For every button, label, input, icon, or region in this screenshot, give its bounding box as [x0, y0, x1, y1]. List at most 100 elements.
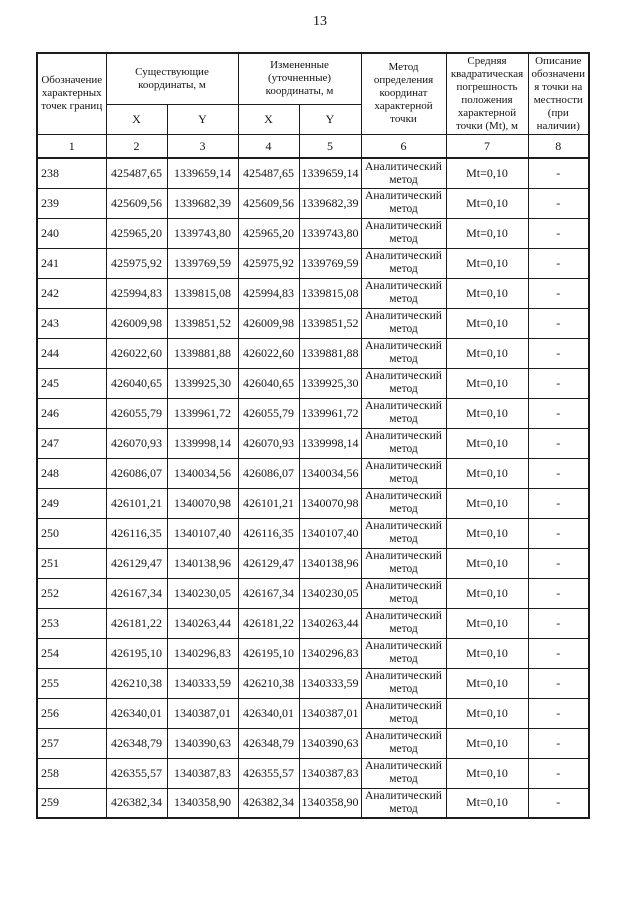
changed-x-cell: 426348,79 — [237, 727, 300, 759]
changed-y-cell: 1339925,30 — [298, 367, 362, 399]
method-cell: Аналитический метод — [360, 787, 447, 819]
point-number-cell: 255 — [36, 667, 107, 699]
column-number: 5 — [298, 133, 362, 160]
table-row: 241 425975,92 1339769,59 425975,92 1339769,5… — [36, 247, 590, 279]
mt-error-cell: Mt=0,10 — [445, 397, 529, 429]
changed-x-cell: 426101,21 — [237, 487, 300, 519]
existing-x-cell: 426210,38 — [105, 667, 168, 699]
changed-y-cell: 1340387,83 — [298, 757, 362, 789]
existing-x-cell: 426009,98 — [105, 307, 168, 339]
changed-y-cell: 1340333,59 — [298, 667, 362, 699]
changed-x-cell: 426022,60 — [237, 337, 300, 369]
changed-y-cell: 1339998,14 — [298, 427, 362, 459]
mt-error-cell: Mt=0,10 — [445, 517, 529, 549]
method-cell: Аналитический метод — [360, 577, 447, 609]
existing-x-cell: 426340,01 — [105, 697, 168, 729]
column-number: 7 — [445, 133, 529, 160]
mt-error-cell: Mt=0,10 — [445, 217, 529, 249]
changed-x-cell: 426116,35 — [237, 517, 300, 549]
point-number-cell: 240 — [36, 217, 107, 249]
changed-x-cell: 425975,92 — [237, 247, 300, 279]
description-cell: - — [527, 157, 590, 189]
method-cell: Аналитический метод — [360, 457, 447, 489]
description-cell: - — [527, 577, 590, 609]
mt-error-cell: Mt=0,10 — [445, 727, 529, 759]
page-number: 13 — [313, 14, 327, 29]
mt-error-cell: Mt=0,10 — [445, 697, 529, 729]
method-cell: Аналитический метод — [360, 487, 447, 519]
column-number: 8 — [527, 133, 590, 160]
existing-y-cell: 1340390,63 — [166, 727, 239, 759]
table-row: 255 426210,38 1340333,59 426210,38 1340333,5… — [36, 667, 590, 699]
changed-y-cell: 1340387,01 — [298, 697, 362, 729]
header-existing-coordinates: Существующие координаты, м — [105, 52, 239, 105]
existing-x-cell: 426382,34 — [105, 787, 168, 819]
table-row: 243 426009,98 1339851,52 426009,98 1339851,5… — [36, 307, 590, 339]
description-cell: - — [527, 457, 590, 489]
changed-x-cell: 426129,47 — [237, 547, 300, 579]
table-row: 256 426340,01 1340387,01 426340,01 1340387,0… — [36, 697, 590, 729]
coordinates-table: Обозначение характерных точек границ Сущ… — [36, 52, 590, 820]
existing-x-cell: 426055,79 — [105, 397, 168, 429]
header-changed-y: Y — [298, 103, 362, 135]
point-number-cell: 250 — [36, 517, 107, 549]
description-cell: - — [527, 337, 590, 369]
existing-y-cell: 1340333,59 — [166, 667, 239, 699]
table-row: 253 426181,22 1340263,44 426181,22 1340263,4… — [36, 607, 590, 639]
changed-x-cell: 426382,34 — [237, 787, 300, 819]
table-body: 238 425487,65 1339659,14 425487,65 1339659,1… — [36, 157, 590, 819]
description-cell: - — [527, 517, 590, 549]
description-cell: - — [527, 727, 590, 759]
column-number: 4 — [237, 133, 300, 160]
description-cell: - — [527, 547, 590, 579]
table-row: 238 425487,65 1339659,14 425487,65 1339659,1… — [36, 157, 590, 189]
description-cell: - — [527, 787, 590, 819]
description-cell: - — [527, 487, 590, 519]
existing-y-cell: 1339925,30 — [166, 367, 239, 399]
method-cell: Аналитический метод — [360, 607, 447, 639]
point-number-cell: 253 — [36, 607, 107, 639]
existing-x-cell: 426129,47 — [105, 547, 168, 579]
existing-x-cell: 426101,21 — [105, 487, 168, 519]
existing-x-cell: 425994,83 — [105, 277, 168, 309]
existing-y-cell: 1339682,39 — [166, 187, 239, 219]
point-number-cell: 251 — [36, 547, 107, 579]
table-row: 245 426040,65 1339925,30 426040,65 1339925,3… — [36, 367, 590, 399]
existing-x-cell: 425609,56 — [105, 187, 168, 219]
point-number-cell: 254 — [36, 637, 107, 669]
existing-y-cell: 1340034,56 — [166, 457, 239, 489]
header-rms-error: Средняя квадратическая погрешность полож… — [445, 52, 529, 135]
method-cell: Аналитический метод — [360, 307, 447, 339]
table-row: 252 426167,34 1340230,05 426167,34 1340230,0… — [36, 577, 590, 609]
existing-x-cell: 426086,07 — [105, 457, 168, 489]
header-description: Описание обозначения точки на местности … — [527, 52, 590, 135]
description-cell: - — [527, 307, 590, 339]
existing-x-cell: 426070,93 — [105, 427, 168, 459]
changed-y-cell: 1339881,88 — [298, 337, 362, 369]
changed-y-cell: 1340263,44 — [298, 607, 362, 639]
header-row-xy: X Y X Y — [37, 103, 589, 135]
header-existing-x: X — [105, 103, 168, 135]
changed-x-cell: 426355,57 — [237, 757, 300, 789]
header-row-column-numbers: 1 2 3 4 5 6 7 8 — [36, 133, 590, 160]
table-row: 244 426022,60 1339881,88 426022,60 1339881,8… — [36, 337, 590, 369]
existing-y-cell: 1340387,83 — [166, 757, 239, 789]
description-cell: - — [527, 397, 590, 429]
existing-y-cell: 1340358,90 — [166, 787, 239, 819]
mt-error-cell: Mt=0,10 — [445, 367, 529, 399]
changed-y-cell: 1340070,98 — [298, 487, 362, 519]
existing-y-cell: 1340230,05 — [166, 577, 239, 609]
mt-error-cell: Mt=0,10 — [445, 157, 529, 189]
method-cell: Аналитический метод — [360, 337, 447, 369]
mt-error-cell: Mt=0,10 — [445, 667, 529, 699]
table-row: 254 426195,10 1340296,83 426195,10 1340296,8… — [36, 637, 590, 669]
point-number-cell: 252 — [36, 577, 107, 609]
point-number-cell: 256 — [36, 697, 107, 729]
point-number-cell: 239 — [36, 187, 107, 219]
existing-x-cell: 426040,65 — [105, 367, 168, 399]
method-cell: Аналитический метод — [360, 757, 447, 789]
existing-x-cell: 426355,57 — [105, 757, 168, 789]
changed-x-cell: 426009,98 — [237, 307, 300, 339]
header-point-designation: Обозначение характерных точек границ — [36, 52, 107, 135]
existing-y-cell: 1340296,83 — [166, 637, 239, 669]
